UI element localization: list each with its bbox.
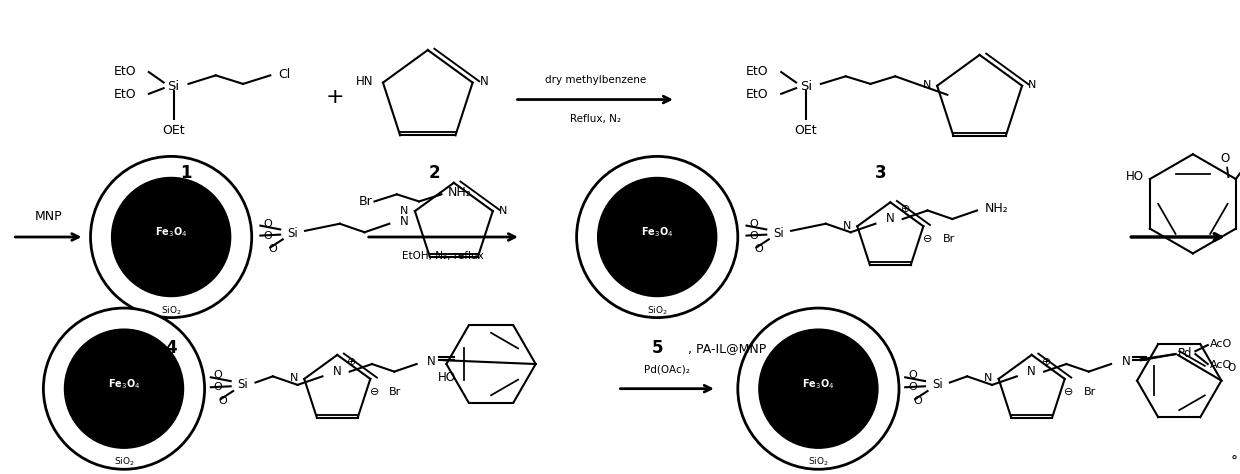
Text: O: O	[913, 395, 923, 406]
Text: O: O	[1228, 363, 1236, 373]
Text: Pd: Pd	[1178, 346, 1193, 360]
Text: N: N	[885, 212, 895, 226]
Text: O: O	[908, 382, 918, 392]
Text: dry methylbenzene: dry methylbenzene	[544, 75, 646, 85]
Text: HN: HN	[356, 75, 373, 88]
Text: O: O	[908, 370, 918, 381]
Text: N: N	[923, 80, 931, 90]
Text: Si: Si	[774, 227, 784, 240]
Text: 3: 3	[874, 164, 887, 182]
Text: N: N	[290, 374, 298, 383]
Text: SiO$_2$: SiO$_2$	[808, 456, 828, 468]
Text: N: N	[401, 206, 409, 216]
Text: HO: HO	[438, 371, 455, 384]
Text: , PA-IL@MNP: , PA-IL@MNP	[688, 342, 766, 355]
Text: O: O	[263, 219, 273, 229]
Text: ⊕: ⊕	[900, 203, 910, 214]
Text: HO: HO	[1126, 170, 1143, 183]
Text: O: O	[218, 395, 228, 406]
Text: Si: Si	[167, 80, 180, 93]
Text: SiO$_2$: SiO$_2$	[114, 456, 134, 468]
Text: Fe$_3$O$_4$: Fe$_3$O$_4$	[108, 377, 140, 391]
Text: O: O	[749, 230, 759, 241]
Text: N: N	[427, 355, 436, 368]
Text: N: N	[332, 365, 342, 378]
Text: Si: Si	[800, 80, 812, 93]
Text: 1: 1	[180, 164, 192, 182]
Text: Cl: Cl	[278, 68, 290, 81]
Text: O: O	[263, 230, 273, 241]
Text: EtOH, N₂, reflux: EtOH, N₂, reflux	[403, 251, 484, 261]
Text: Reflux, N₂: Reflux, N₂	[569, 114, 621, 124]
Ellipse shape	[43, 308, 205, 469]
Text: N: N	[1121, 355, 1131, 368]
Text: EtO: EtO	[114, 64, 136, 78]
Text: 5: 5	[651, 339, 663, 357]
Text: OEt: OEt	[162, 124, 185, 137]
Text: 2: 2	[428, 164, 440, 182]
Text: N: N	[843, 221, 851, 231]
Ellipse shape	[91, 156, 252, 318]
Text: N: N	[498, 206, 507, 216]
Text: N: N	[480, 75, 489, 88]
Text: ⊖: ⊖	[923, 234, 932, 245]
Text: Si: Si	[238, 378, 248, 392]
Text: N: N	[1027, 365, 1037, 378]
Text: ⊖: ⊖	[370, 387, 379, 397]
Text: +: +	[325, 87, 345, 107]
Text: AcO: AcO	[1210, 360, 1233, 371]
Text: Br: Br	[942, 234, 955, 245]
Text: Br: Br	[389, 387, 402, 397]
Text: Si: Si	[932, 378, 942, 392]
Text: O: O	[268, 244, 278, 254]
Text: Si: Si	[288, 227, 298, 240]
Text: SiO$_2$: SiO$_2$	[161, 304, 181, 317]
Text: EtO: EtO	[746, 64, 769, 78]
Text: AcO: AcO	[1210, 338, 1233, 349]
Text: Pd(OAc)₂: Pd(OAc)₂	[645, 365, 689, 374]
Text: SiO$_2$: SiO$_2$	[647, 304, 667, 317]
Text: Fe$_3$O$_4$: Fe$_3$O$_4$	[155, 225, 187, 239]
Text: ⊕: ⊕	[347, 357, 357, 367]
Text: O: O	[749, 219, 759, 229]
Ellipse shape	[64, 329, 184, 448]
Text: 4: 4	[165, 339, 177, 357]
Text: N: N	[399, 215, 409, 228]
Text: EtO: EtO	[746, 88, 769, 101]
Ellipse shape	[738, 308, 899, 469]
Text: Br: Br	[358, 195, 372, 208]
Text: NH₂: NH₂	[985, 202, 1008, 215]
Text: O: O	[213, 370, 223, 381]
Ellipse shape	[577, 156, 738, 318]
Text: Fe$_3$O$_4$: Fe$_3$O$_4$	[641, 225, 673, 239]
Text: ⊕: ⊕	[1042, 357, 1052, 367]
Text: O: O	[213, 382, 223, 392]
Text: N: N	[985, 374, 992, 383]
Ellipse shape	[112, 177, 231, 297]
Text: Br: Br	[1084, 387, 1096, 397]
Ellipse shape	[598, 177, 717, 297]
Text: Fe$_3$O$_4$: Fe$_3$O$_4$	[802, 377, 835, 391]
Text: °: °	[1230, 455, 1238, 469]
Text: N: N	[1028, 80, 1037, 90]
Text: O: O	[1220, 152, 1229, 165]
Text: ⊖: ⊖	[1064, 387, 1074, 397]
Text: O: O	[754, 244, 764, 254]
Ellipse shape	[759, 329, 878, 448]
Text: EtO: EtO	[114, 88, 136, 101]
Text: MNP: MNP	[35, 210, 62, 223]
Text: OEt: OEt	[795, 124, 817, 137]
Text: NH₂: NH₂	[448, 186, 471, 200]
